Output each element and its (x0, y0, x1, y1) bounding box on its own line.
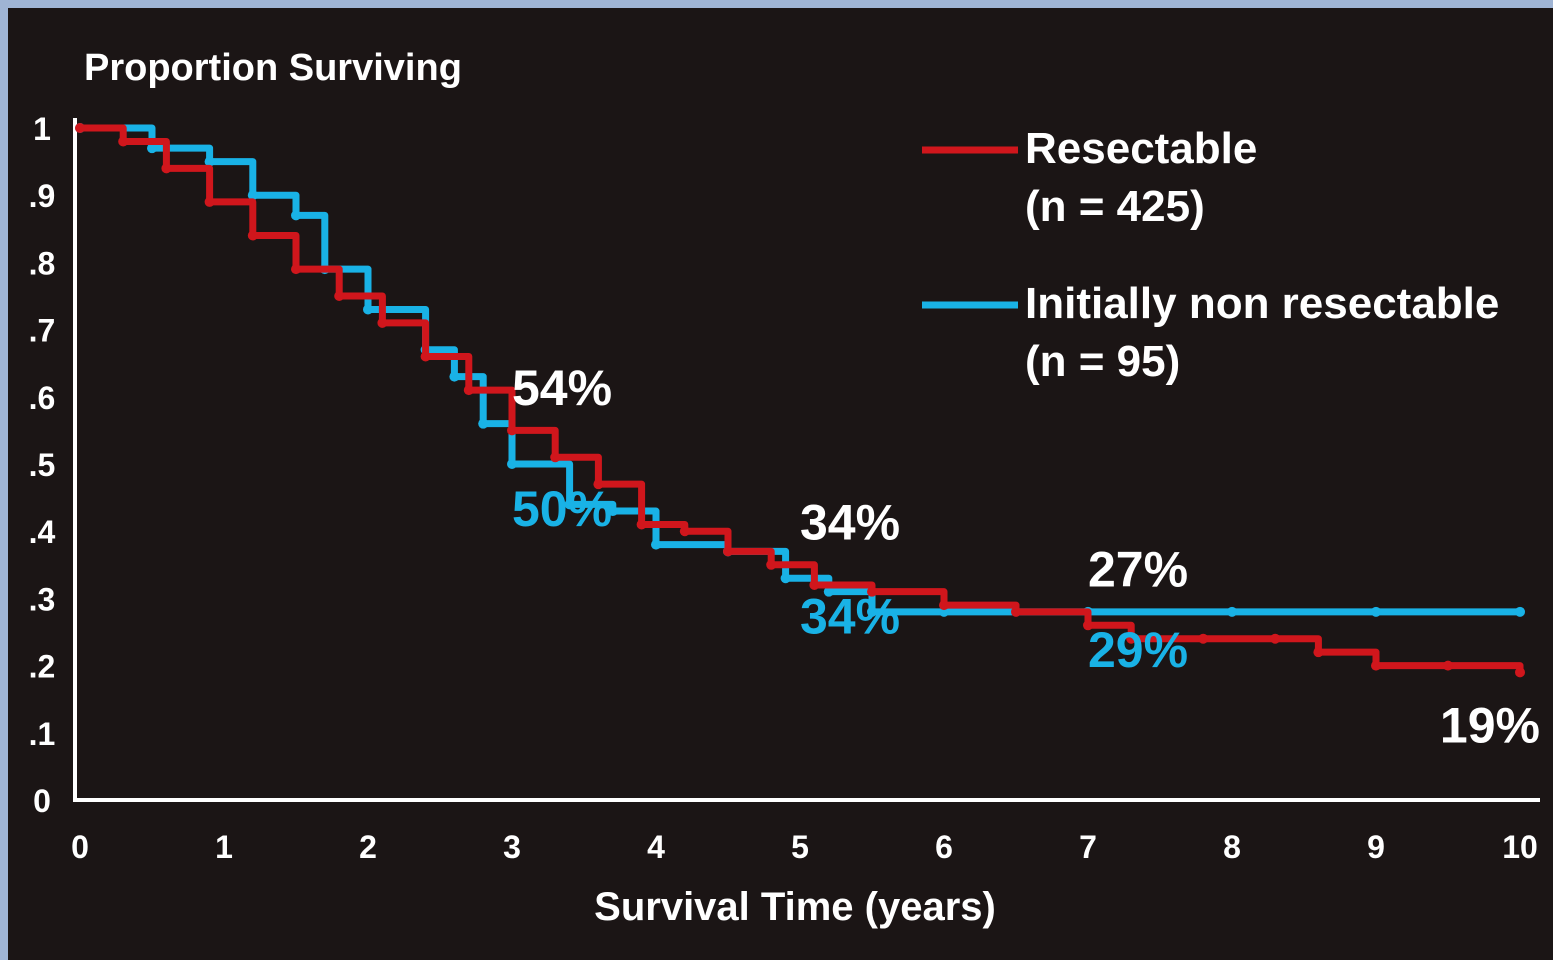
survival-curve (80, 124, 1520, 616)
x-tick-label: 6 (935, 829, 953, 865)
x-tick-label: 8 (1223, 829, 1241, 865)
x-tick-label: 7 (1079, 829, 1097, 865)
x-tick-label: 0 (71, 829, 89, 865)
censor-point (1270, 633, 1281, 644)
y-tick-label: 1 (33, 111, 51, 147)
censor-point (1515, 606, 1525, 617)
legend-entry: Initially non resectable (n = 95) (1025, 279, 1500, 386)
y-tick-label: .1 (29, 716, 56, 752)
x-tick-label: 2 (359, 829, 377, 865)
y-tick-label: .2 (29, 649, 56, 685)
censor-point (564, 499, 575, 510)
annotation: 19% (1440, 697, 1540, 753)
x-tick-label: 9 (1367, 829, 1385, 865)
censor-point (593, 479, 604, 490)
annotation: 34% (800, 495, 900, 551)
censor-point (1371, 606, 1381, 617)
censor-point (679, 526, 690, 537)
censor-point (823, 586, 834, 597)
censor-point (809, 579, 820, 590)
censor-point (1227, 606, 1237, 617)
censor-point (607, 506, 618, 517)
censor-point (1515, 667, 1525, 678)
y-tick-label: .8 (29, 245, 56, 281)
censor-point (550, 452, 561, 463)
y-tick-label: .5 (29, 447, 56, 483)
censor-point (118, 136, 129, 147)
censor-point (204, 156, 215, 167)
y-tick-label: .3 (29, 581, 56, 617)
y-tick-label: .4 (29, 514, 56, 550)
censor-point (363, 304, 373, 315)
censor-point (147, 143, 157, 154)
censor-point (204, 196, 215, 207)
censor-point (1083, 620, 1093, 631)
annotation: 29% (1088, 622, 1188, 678)
censor-point (478, 418, 489, 429)
y-tick-label: .6 (29, 380, 56, 416)
censor-point (1198, 633, 1209, 644)
x-axis-label: Survival Time (years) (594, 885, 996, 929)
censor-point (1011, 606, 1021, 617)
censor-point (463, 385, 474, 396)
x-tick-label: 1 (215, 829, 233, 865)
censor-point (651, 539, 661, 550)
annotation: 54% (512, 360, 612, 416)
censor-point (75, 123, 85, 133)
censor-point (1443, 660, 1453, 671)
censor-point (334, 291, 345, 301)
censor-point (507, 425, 517, 436)
censor-point (247, 190, 258, 201)
censor-point (867, 606, 877, 617)
censor-point (449, 371, 460, 382)
annotation: 50% (512, 481, 612, 537)
x-tick-label: 4 (647, 829, 665, 865)
censor-point (420, 351, 431, 362)
survival-curve (80, 124, 1524, 673)
x-tick-label: 5 (791, 829, 809, 865)
censor-point (291, 264, 301, 275)
censor-point (1126, 633, 1137, 644)
y-tick-label: .7 (29, 313, 56, 349)
censor-point (377, 317, 388, 328)
x-tick-label: 3 (503, 829, 521, 865)
censor-point (766, 559, 777, 570)
chart-title: Proportion Surviving (84, 47, 462, 89)
censor-point (1313, 647, 1324, 658)
censor-point (723, 546, 733, 557)
censor-point (636, 519, 647, 530)
censor-point (939, 600, 949, 611)
censor-point (161, 163, 172, 174)
censor-point (247, 230, 258, 241)
x-tick-label: 10 (1502, 829, 1538, 865)
censor-point (507, 459, 517, 469)
legend-entry: Resectable (n = 425) (1025, 124, 1258, 231)
annotation: 27% (1088, 542, 1188, 598)
censor-point (867, 586, 877, 597)
censor-point (780, 573, 791, 584)
y-tick-label: .9 (29, 178, 56, 214)
censor-point (291, 210, 301, 221)
censor-point (1371, 660, 1381, 671)
annotation: 34% (800, 589, 900, 645)
y-tick-label: 0 (33, 783, 51, 819)
